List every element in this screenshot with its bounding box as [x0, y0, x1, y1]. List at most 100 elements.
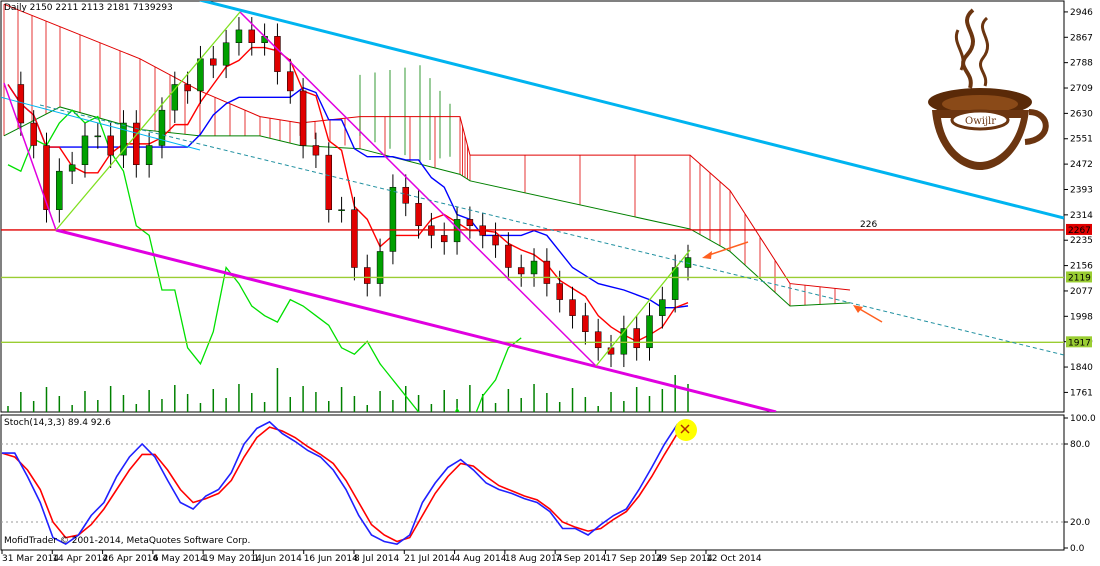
price-tick-label: 2393 — [1070, 185, 1093, 195]
candle-body — [197, 58, 204, 92]
stochastic-main-line — [2, 420, 691, 546]
candle-body — [671, 267, 679, 300]
date-tick-label: 1 Jun 2014 — [253, 554, 302, 564]
candle-body — [299, 90, 307, 146]
arrow-annotation — [702, 241, 883, 323]
candle-body — [363, 267, 371, 284]
price-level-label: 1917 — [1068, 338, 1091, 348]
stoch-tick-label: 20.0 — [1070, 518, 1090, 528]
candle-body — [376, 251, 384, 284]
candle-body — [312, 145, 320, 156]
candle-body — [646, 315, 653, 349]
candle-body — [145, 145, 153, 166]
date-tick-label: 31 Mar 2014 — [2, 554, 59, 564]
candle-body — [120, 122, 127, 156]
price-tick-label: 2788 — [1070, 59, 1093, 69]
price-tick-label: 2946 — [1070, 8, 1093, 18]
candle-body — [620, 328, 628, 355]
candle-body — [569, 299, 576, 316]
candle-body — [530, 260, 538, 275]
stoch-tick-label: 100.0 — [1070, 414, 1096, 424]
upper-channel-line — [199, 1, 1064, 220]
coffee-cup-logo: Owijlr — [928, 8, 1049, 170]
date-tick-label: 8 Jul 2014 — [354, 554, 399, 564]
date-tick-label: 18 Aug 2014 — [505, 554, 563, 564]
price-level-box — [1066, 223, 1092, 235]
candle-body — [543, 260, 551, 284]
candle-body — [351, 209, 358, 268]
date-tick-label: 16 Jun 2014 — [304, 554, 358, 564]
candle-body — [440, 235, 448, 243]
stochastic-cross-icon — [680, 424, 690, 434]
price-level-label: 2267 — [1068, 226, 1091, 236]
price-tick-label: 2709 — [1070, 84, 1093, 94]
copyright-text: MofidTrader © 2001-2014, MetaQuotes Soft… — [4, 536, 250, 546]
date-tick-label: 19 May 2014 — [203, 554, 262, 564]
main-chart-panel[interactable] — [0, 0, 1065, 413]
candle-body — [505, 244, 512, 268]
stochastic-label: Stoch(14,3,3) 89.4 92.6 — [4, 418, 111, 428]
price-tick-label: 2472 — [1070, 160, 1093, 170]
ichimoku-cloud — [3, 3, 851, 307]
date-tick-label: 4 Aug 2014 — [455, 554, 507, 564]
candle-body — [415, 203, 422, 227]
stochastic-signal-line — [1, 426, 691, 543]
candle-body — [133, 122, 140, 166]
date-tick-label: 21 Jul 2014 — [404, 554, 455, 564]
candle-body — [594, 331, 602, 349]
candle-body — [68, 164, 76, 172]
lower-channel-line — [55, 228, 777, 412]
stochastic-panel[interactable] — [0, 414, 1065, 551]
price-level-box — [1066, 336, 1092, 348]
price-tick-label: 2235 — [1070, 236, 1093, 246]
price-axis: 2946 2867 2788 2709 2630 2551 2472 2393 2314 2235… — [1064, 8, 1093, 398]
price-tick-label: 2077 — [1070, 287, 1093, 297]
candle-body — [222, 42, 230, 66]
date-tick-label: 17 Sep 2014 — [605, 554, 662, 564]
candlesticks — [17, 17, 692, 368]
candle-body — [582, 315, 589, 332]
date-tick-label: 26 Apr 2014 — [103, 554, 159, 564]
candle-body — [274, 36, 281, 72]
date-tick-label: 12 Oct 2014 — [706, 554, 762, 564]
date-tick-label: 14 Apr 2014 — [52, 554, 108, 564]
level-annotation: 226 — [860, 220, 877, 230]
stoch-tick-label: 0.0 — [1070, 544, 1085, 554]
date-tick-label: 7 Sep 2014 — [555, 554, 607, 564]
trendlines[interactable] — [0, 0, 1064, 412]
candle-body — [43, 145, 50, 210]
candle-body — [389, 186, 397, 252]
candle-body — [184, 84, 191, 92]
stoch-tick-label: 80.0 — [1070, 440, 1090, 450]
candle-body — [492, 235, 499, 246]
price-tick-label: 1998 — [1070, 312, 1093, 322]
candle-body — [466, 219, 474, 227]
volume-bars — [7, 368, 689, 412]
candle-body — [633, 328, 640, 349]
svg-text:Owijlr: Owijlr — [965, 116, 996, 127]
chart-header: Daily 2150 2211 2113 2181 7139293 — [4, 3, 173, 13]
date-tick-label: 6 May 2014 — [153, 554, 206, 564]
candle-body — [287, 71, 294, 92]
candle-body — [171, 84, 179, 111]
price-tick-label: 2156 — [1070, 262, 1093, 272]
candle-body — [17, 84, 25, 124]
candle-body — [248, 29, 256, 43]
left-trendline — [3, 82, 57, 231]
candle-body — [30, 122, 37, 146]
candle-body — [210, 58, 217, 66]
rising-trendline-recent — [595, 249, 691, 367]
cloud-boundary — [3, 3, 851, 291]
price-tick-label: 1761 — [1070, 388, 1093, 398]
candle-body — [338, 209, 345, 211]
candle-body — [56, 170, 63, 210]
candle-body — [325, 154, 333, 210]
candle-body — [235, 29, 243, 43]
candle-body — [684, 257, 692, 268]
upper-channel-tail — [1, 96, 201, 151]
price-level-label: 2119 — [1068, 273, 1091, 283]
price-tick-label: 1840 — [1070, 363, 1093, 373]
price-level-box — [1066, 271, 1092, 283]
